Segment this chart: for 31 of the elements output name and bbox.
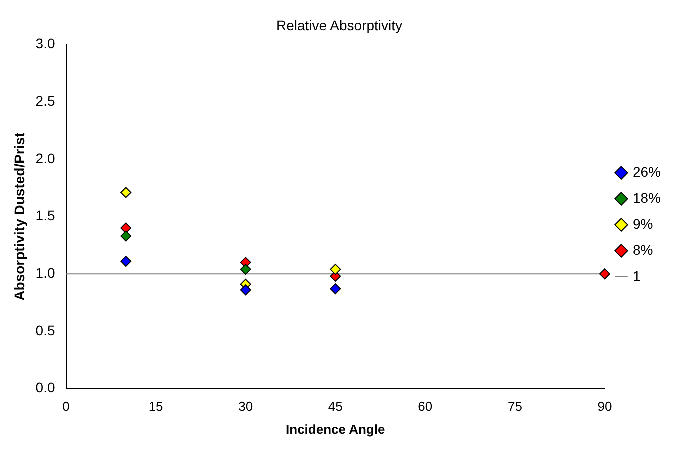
- legend-label: 26%: [632, 164, 662, 180]
- x-axis-title: Incidence Angle: [286, 422, 386, 437]
- y-tick-label: 2.0: [36, 150, 56, 166]
- point: [330, 284, 342, 295]
- point: [330, 264, 342, 276]
- legend-label: 18%: [632, 190, 662, 206]
- point: [599, 268, 610, 280]
- point: [120, 222, 132, 234]
- x-tick-label: 15: [148, 399, 164, 414]
- y-tick-label: 1.5: [36, 208, 56, 224]
- x-tick-label: 90: [598, 399, 612, 414]
- point: [120, 256, 132, 268]
- point: [120, 230, 132, 242]
- point: [120, 187, 132, 198]
- y-tick-label: 1.0: [36, 264, 56, 281]
- y-tick-label: 2.5: [36, 92, 56, 109]
- x-tick-label: 45: [328, 399, 343, 414]
- x-tick-label: 75: [508, 399, 522, 414]
- point: [240, 284, 252, 296]
- y-tick-label: 0.5: [36, 322, 56, 338]
- point: [240, 264, 252, 276]
- chart-title: Relative Absorptivity: [276, 17, 403, 34]
- y-axis-title: Absorptivity Dusted/Prist: [11, 132, 28, 301]
- x-tick-label: 30: [238, 399, 254, 414]
- x-tick-label: 0: [62, 399, 70, 414]
- legend-label: 1: [632, 268, 641, 284]
- y-tick-label: 0.0: [36, 380, 56, 396]
- x-tick-label: 60: [418, 399, 433, 414]
- legend-label: 8%: [632, 242, 654, 258]
- y-tick-label: 3.0: [36, 36, 56, 52]
- legend-label: 9%: [632, 216, 654, 232]
